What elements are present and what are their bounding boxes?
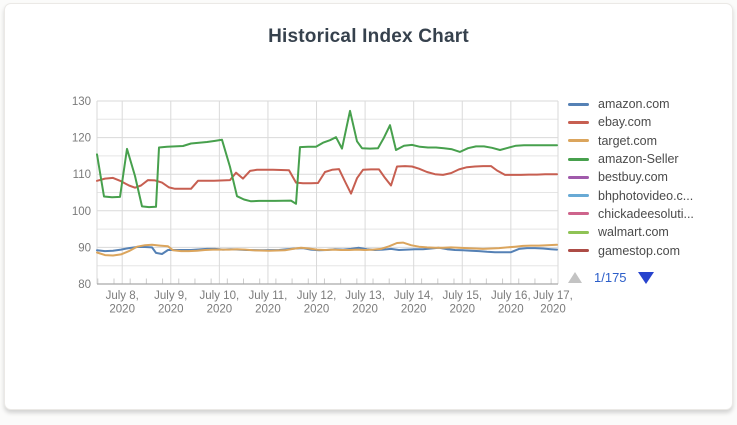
legend-label: bestbuy.com xyxy=(598,170,668,184)
x-tick-label: July 15,2020 xyxy=(442,290,482,316)
legend-label: gamestop.com xyxy=(598,244,680,258)
legend-item[interactable]: target.com xyxy=(568,132,736,150)
x-tick-label: July 11,2020 xyxy=(249,290,288,316)
legend-item[interactable]: bhphotovideo.c... xyxy=(568,186,736,204)
legend-item[interactable]: gamestop.com xyxy=(568,241,736,259)
legend-pagination: 1/175 xyxy=(568,269,654,286)
legend-label: walmart.com xyxy=(598,225,669,239)
x-tick-label: July 17,2020 xyxy=(533,290,573,316)
x-tick-label: July 12,2020 xyxy=(297,290,337,316)
legend-page-down-button[interactable] xyxy=(638,272,654,284)
legend-swatch xyxy=(568,249,589,252)
legend-page-up-button[interactable] xyxy=(568,272,582,283)
legend-swatch xyxy=(568,158,589,161)
legend-swatch xyxy=(568,194,589,197)
legend-swatch xyxy=(568,121,589,124)
y-tick-label: 80 xyxy=(78,279,91,291)
x-tick-label: July 13,2020 xyxy=(345,290,385,316)
legend-swatch xyxy=(568,103,589,106)
y-tick-label: 130 xyxy=(72,96,91,108)
x-tick-label: July 14,2020 xyxy=(394,290,434,316)
chart-legend: amazon.com ebay.com target.com amazon-Selle… xyxy=(568,95,736,260)
legend-label: chickadeesoluti... xyxy=(598,207,694,221)
legend-item[interactable]: bestbuy.com xyxy=(568,168,736,186)
legend-label: target.com xyxy=(598,134,657,148)
series-line-ebay.com xyxy=(97,166,557,194)
legend-swatch xyxy=(568,176,589,179)
y-tick-label: 100 xyxy=(72,206,91,218)
legend-swatch xyxy=(568,139,589,142)
legend-item[interactable]: chickadeesoluti... xyxy=(568,205,736,223)
legend-label: amazon-Seller xyxy=(598,152,679,166)
x-tick-label: July 9,2020 xyxy=(154,290,187,316)
legend-label: bhphotovideo.c... xyxy=(598,189,693,203)
legend-page-indicator: 1/175 xyxy=(594,270,627,285)
y-tick-label: 110 xyxy=(73,169,91,181)
legend-label: ebay.com xyxy=(598,115,651,129)
legend-item[interactable]: ebay.com xyxy=(568,113,736,131)
legend-swatch xyxy=(568,231,589,234)
legend-label: amazon.com xyxy=(598,97,670,111)
y-tick-label: 120 xyxy=(72,133,91,145)
y-tick-label: 90 xyxy=(78,242,91,254)
legend-item[interactable]: amazon.com xyxy=(568,95,736,113)
series-line-target.com xyxy=(97,243,557,256)
legend-swatch xyxy=(568,212,589,215)
x-tick-label: July 10,2020 xyxy=(200,290,240,316)
x-tick-label: July 8,2020 xyxy=(106,290,139,316)
x-tick-label: July 16,2020 xyxy=(491,290,531,316)
legend-item[interactable]: amazon-Seller xyxy=(568,150,736,168)
legend-item[interactable]: walmart.com xyxy=(568,223,736,241)
